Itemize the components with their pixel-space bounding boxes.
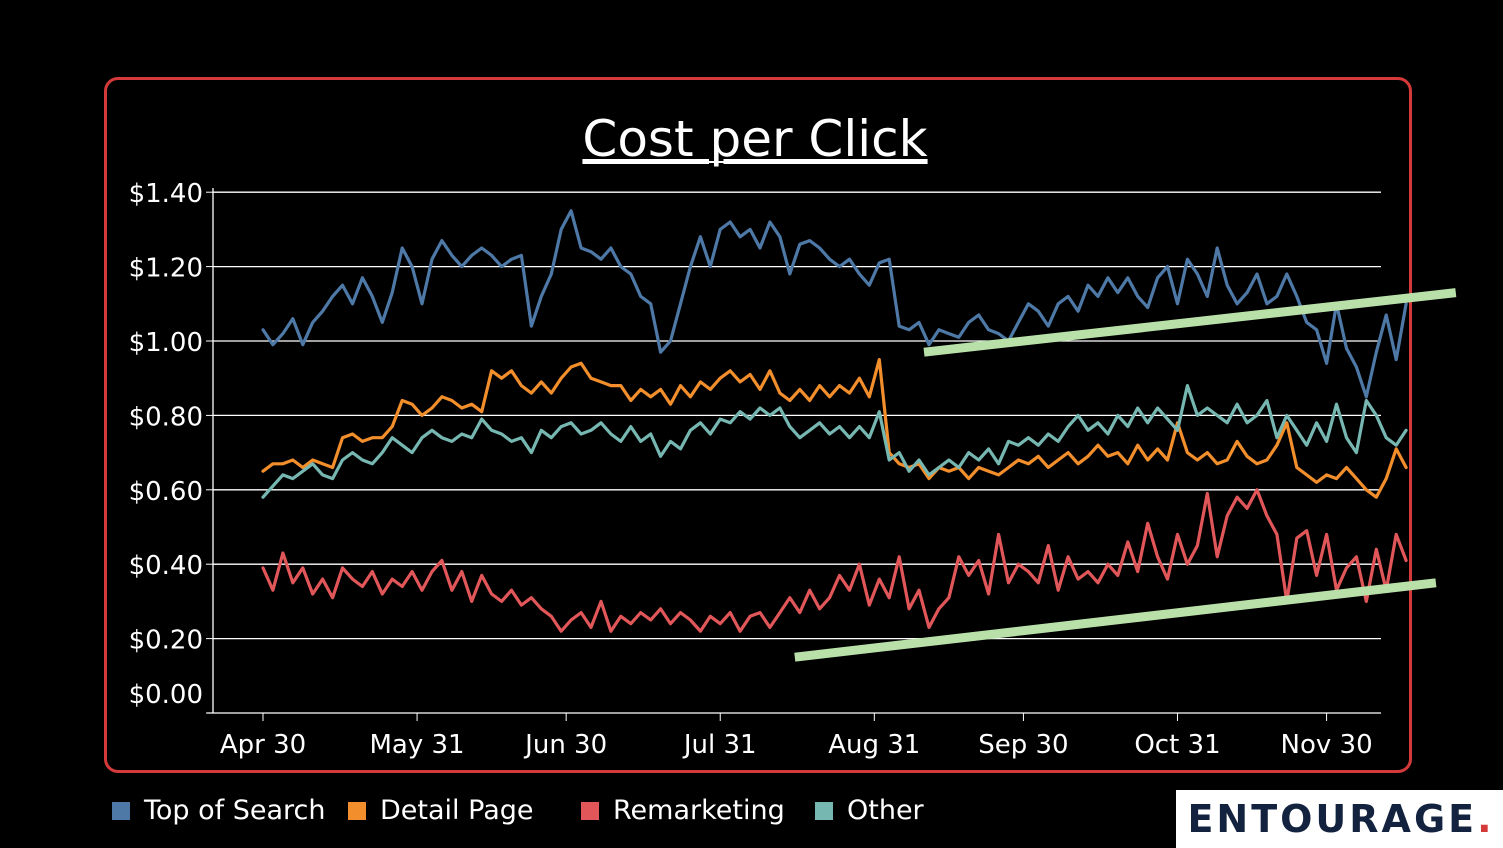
series-line-top-of-search [261,209,1408,399]
trend-line-top-of-search [923,288,1457,357]
legend-item-detail-page[interactable]: Detail Page [348,795,533,826]
axes [207,188,1381,714]
logo-text: ENTOURAGE [1187,797,1478,841]
x-tick-label: Nov 30 [1281,730,1373,760]
y-tick-label: $0.20 [129,626,203,656]
legend-item-other[interactable]: Other [815,795,924,826]
trend-line-remarketing [794,578,1437,662]
y-tick-label: $0.60 [129,477,203,507]
x-tick-label: Oct 31 [1134,730,1220,760]
chart-title: Cost per Click [582,110,927,168]
x-tick-label: Jun 30 [523,730,607,760]
legend-item-remarketing[interactable]: Remarketing [581,795,785,826]
x-tick-label: Aug 31 [828,730,920,760]
y-axis-ticks: $0.00 $0.20 $0.40 $0.60 $0.80 $1.00 $1.20 $1.40 [129,179,213,714]
legend-swatch [112,801,130,820]
legend-label: Other [847,795,924,826]
logo-dot: . [1477,797,1492,841]
y-tick-label: $0.40 [129,551,203,581]
series-lines [261,209,1408,633]
entourage-logo: ENTOURAGE. [1176,790,1503,848]
chart-panel [104,77,1412,773]
legend-label: Top of Search [144,795,326,826]
x-tick-label: Apr 30 [220,730,306,760]
legend-item-top-of-search[interactable]: Top of Search [112,795,326,826]
legend-label: Remarketing [613,795,785,826]
series-line-detail-page [261,358,1408,499]
legend-swatch [348,801,366,820]
trend-lines [794,288,1457,662]
y-tick-label: $1.20 [129,254,203,284]
y-tick-label: $1.40 [129,179,203,209]
y-tick-label: $0.80 [129,402,203,432]
grid-lines [213,191,1381,640]
legend-swatch [815,801,833,820]
y-tick-label: $1.00 [129,328,203,358]
x-axis-ticks: Apr 30 May 31 Jun 30 Jul 31 Aug 31 Sep 30 Oct … [220,713,1373,760]
series-line-other [261,384,1408,499]
x-tick-label: Jul 31 [682,730,757,760]
x-tick-label: May 31 [370,730,465,760]
y-tick-label: $0.00 [129,680,203,710]
series-line-remarketing [261,488,1408,633]
legend-label: Detail Page [380,795,534,826]
x-tick-label: Sep 30 [978,730,1068,760]
legend-swatch [581,801,599,820]
